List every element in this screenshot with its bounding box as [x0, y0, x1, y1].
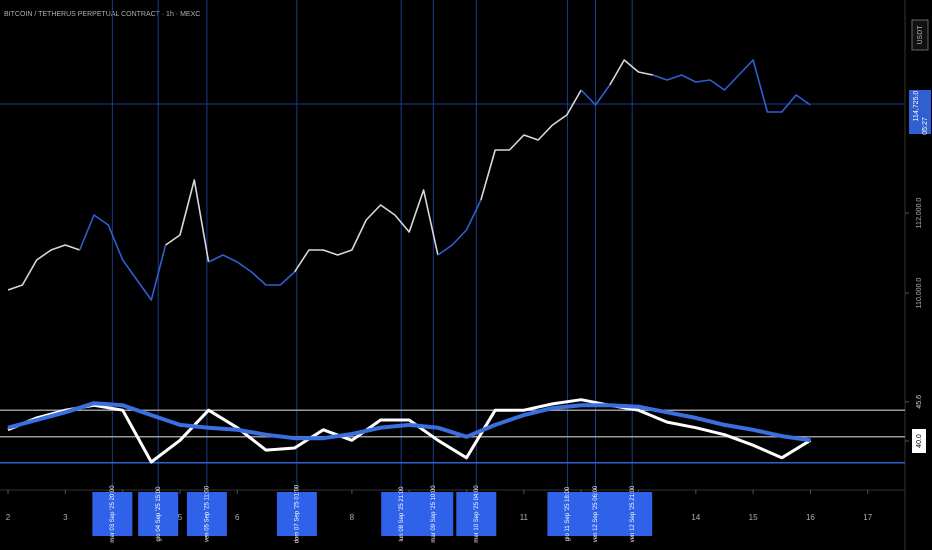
x-tick-label: 15	[749, 513, 758, 522]
x-tick-label: 16	[806, 513, 815, 522]
series-line	[7, 59, 653, 291]
chart-title: BITCOIN / TETHERUS PERPETUAL CONTRACT · …	[4, 11, 200, 18]
y-tick-label: 112,000.0	[916, 198, 923, 229]
y-tick-label: 45.6	[916, 395, 923, 409]
series-line	[78, 59, 811, 301]
event-label: dom 07 Sep '25 01:00	[294, 484, 300, 543]
event-label: ven 12 Sep '25 21:00	[630, 485, 636, 542]
x-tick-label: 3	[63, 513, 68, 522]
currency: USDT	[917, 25, 924, 45]
event-label-box	[92, 492, 133, 536]
event-label-box	[413, 492, 454, 536]
last-price-box	[909, 90, 931, 134]
event-label-box	[456, 492, 497, 536]
event-label-box	[612, 492, 653, 536]
currency-box[interactable]	[911, 19, 929, 51]
event-label: mar 09 Sep '25 10:00	[431, 485, 437, 543]
event-label-box	[276, 492, 317, 536]
x-tick-label: 6	[235, 513, 240, 522]
event-label: ven 12 Sep '25 06:00	[593, 485, 599, 542]
event-label: gio 11 Sep '25 18:00	[565, 486, 571, 541]
event-label: gio 04 Sep '25 15:00	[156, 486, 162, 542]
series-line	[7, 401, 811, 443]
event-label: mer 03 Sep '25 20:00	[110, 485, 116, 543]
last-price-label: 114,725.0	[913, 91, 920, 122]
event-label-box	[186, 492, 227, 536]
event-label: mer 10 Sep '25 04:00	[474, 485, 480, 543]
event-label-box	[575, 492, 616, 536]
x-tick-label: 5	[178, 513, 183, 522]
series-line	[7, 398, 812, 464]
x-tick-label: 2	[6, 513, 11, 522]
countdown: 05:27	[922, 117, 929, 135]
event-label: lun 08 Sep '25 21:00	[399, 486, 405, 542]
x-tick-label: 17	[863, 513, 872, 522]
event-label-box	[138, 492, 179, 536]
x-tick-label: 14	[691, 513, 700, 522]
y-tick-label: 40.0	[916, 434, 923, 448]
x-tick-label: 11	[520, 513, 529, 522]
y-tick-label: 110,000.0	[916, 278, 923, 309]
x-tick-label: 8	[350, 513, 355, 522]
y-tick-box	[912, 429, 926, 453]
event-label: ven 05 Sep '25 11:00	[204, 485, 210, 542]
